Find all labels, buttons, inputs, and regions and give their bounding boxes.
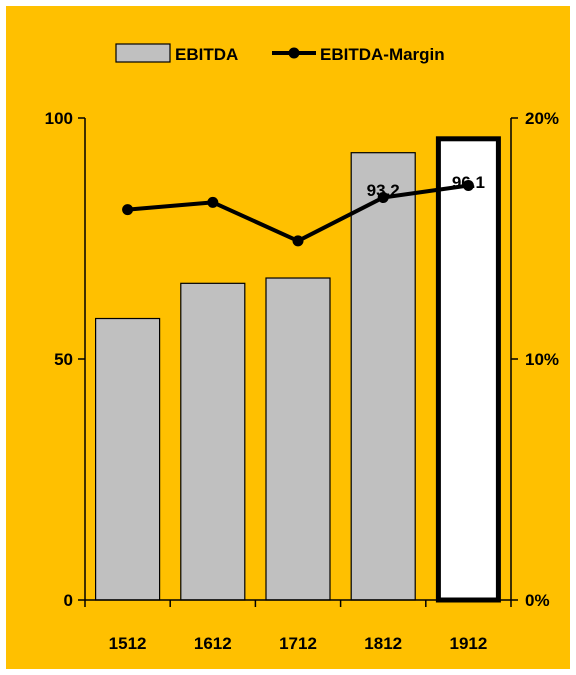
chart-svg: EBITDA EBITDA-Margin 0 50 100 0% 10% 20% 1512 16… [45,43,559,653]
bars [94,136,501,603]
margin-point-1712 [292,235,304,247]
labels: 93.2 96.1 [367,173,485,200]
data-label-1912: 96.1 [452,173,485,192]
y-left-tick-label: 50 [54,350,73,369]
legend-swatch-margin-marker [288,47,300,59]
x-tick-label: 1812 [364,634,402,653]
axes: 0 50 100 0% 10% 20% 1512 1612 1712 1812 1912 [45,109,559,653]
margin-line [122,179,474,247]
margin-point-1612 [207,196,219,208]
x-tick-label: 1712 [279,634,317,653]
x-tick-label: 1912 [449,634,487,653]
bar-1612 [180,282,246,601]
chart-container: EBITDA EBITDA-Margin 0 50 100 0% 10% 20% 1512 16… [6,6,570,669]
legend-label-ebitda: EBITDA [175,45,238,64]
y-right-tick-label: 10% [525,350,559,369]
y-right-tick-label: 20% [525,109,559,128]
y-left-tick-label: 0 [64,591,73,610]
x-tick-label: 1612 [194,634,232,653]
bar-1812 [350,152,416,601]
x-tick-label: 1512 [109,634,147,653]
margin-line-path [127,183,469,243]
margin-point-1512 [122,204,134,216]
bar-1912 [435,136,501,603]
legend-label-margin: EBITDA-Margin [320,45,445,64]
y-left-tick-label: 100 [45,109,73,128]
data-label-1812: 93.2 [367,181,400,200]
bar-1712 [265,277,331,601]
margin-point-1812 [377,192,389,204]
legend: EBITDA EBITDA-Margin [115,43,445,64]
margin-point-1912 [462,179,474,191]
y-right-tick-label: 0% [525,591,550,610]
bar-1512 [94,317,161,601]
legend-swatch-ebitda [115,43,171,63]
